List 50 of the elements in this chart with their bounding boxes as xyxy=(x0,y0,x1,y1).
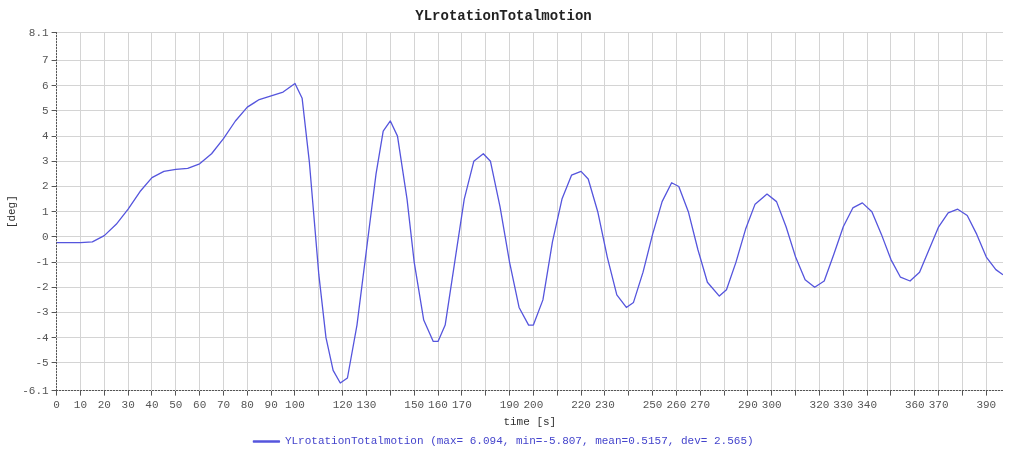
x-tick-label: 40 xyxy=(145,399,159,412)
y-tick-label: 3 xyxy=(41,155,49,168)
y-tick-label: 7 xyxy=(41,54,49,67)
chart-title: YLrotationTotalmotion xyxy=(415,7,592,24)
x-tick-label: 90 xyxy=(264,399,278,412)
x-tick-label: 360 xyxy=(904,399,925,412)
x-tick-label: 300 xyxy=(761,399,782,412)
y-tick-label: -1 xyxy=(35,256,49,268)
x-tick-label: 70 xyxy=(216,399,231,412)
y-tick-label: 0 xyxy=(41,230,49,243)
x-tick-label: 0 xyxy=(53,399,60,412)
x-tick-label: 30 xyxy=(121,399,135,412)
y-tick-label: -3 xyxy=(35,306,49,319)
x-tick-label: 220 xyxy=(571,399,591,412)
x-tick-label: 250 xyxy=(642,399,663,412)
x-tick-label: 330 xyxy=(833,399,854,412)
x-tick-label: 80 xyxy=(240,399,254,412)
y-tick-label: 1 xyxy=(41,205,49,218)
x-axis-title: time [s] xyxy=(503,416,557,429)
x-tick-label: 160 xyxy=(428,399,448,412)
x-tick-label: 20 xyxy=(97,399,111,412)
y-tick-label: 2 xyxy=(41,180,49,193)
x-tick-label: 370 xyxy=(928,399,949,412)
y-tick-label: 6 xyxy=(41,79,49,92)
x-tick-label: 190 xyxy=(499,399,520,412)
x-tick-label: 340 xyxy=(857,399,878,412)
x-tick-label: 230 xyxy=(594,399,615,412)
x-tick-label: 100 xyxy=(285,399,305,412)
y-tick-label: -4 xyxy=(35,331,49,344)
y-axis-title: [deg] xyxy=(5,195,18,229)
y-tick-label: -5 xyxy=(35,356,49,369)
x-tick-label: 170 xyxy=(451,399,472,412)
x-tick-label: 60 xyxy=(193,399,207,412)
x-tick-label: 260 xyxy=(666,399,687,412)
x-tick-label: 130 xyxy=(356,399,377,412)
y-tick-label: 4 xyxy=(41,130,49,143)
x-tick-label: 50 xyxy=(169,399,183,412)
x-tick-label: 200 xyxy=(523,399,544,412)
x-tick-label: 150 xyxy=(404,399,425,412)
x-tick-label: 270 xyxy=(690,399,711,412)
y-tick-label: -6.1 xyxy=(22,384,49,397)
x-tick-label: 290 xyxy=(738,399,758,412)
x-tick-label: 320 xyxy=(809,399,830,412)
x-tick-label: 390 xyxy=(976,399,997,412)
x-tick-label: 10 xyxy=(73,399,88,412)
x-tick-label: 120 xyxy=(332,399,353,412)
legend-label: YLrotationTotalmotion (max= 6.094, min=-5.807, mean=0.5157, dev= 2.565) xyxy=(284,435,754,448)
y-tick-label: -2 xyxy=(35,281,49,294)
y-tick-label: 8.1 xyxy=(28,26,49,39)
y-tick-label: 5 xyxy=(41,104,49,117)
